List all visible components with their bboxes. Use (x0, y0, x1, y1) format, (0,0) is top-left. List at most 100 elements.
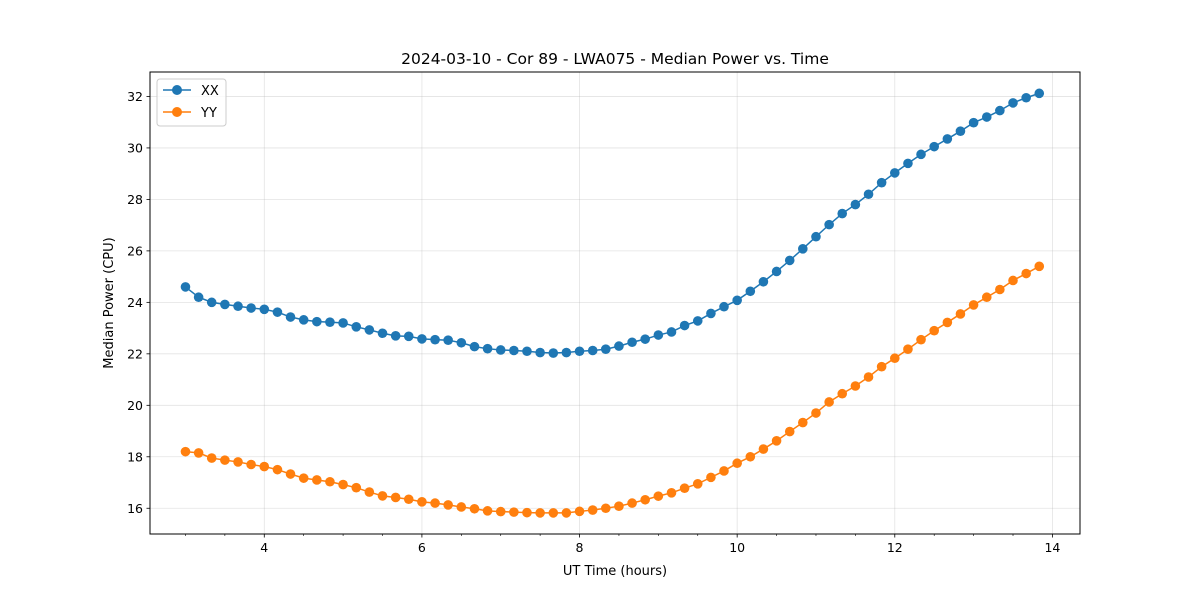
data-point-xx (679, 320, 690, 331)
data-point-xx (220, 299, 230, 310)
data-point-xx (955, 126, 966, 136)
y-axis-label: Median Power (CPU) (102, 237, 117, 368)
data-point-yy (482, 506, 493, 516)
data-point-yy (1008, 275, 1018, 286)
data-point-xx (548, 348, 559, 358)
data-point-xx (666, 327, 677, 337)
data-point-yy (285, 469, 296, 479)
data-point-yy (627, 498, 637, 508)
y-tick-label: 24 (127, 295, 143, 310)
data-point-yy (469, 503, 480, 514)
data-point-xx (627, 337, 637, 348)
y-tick-label: 32 (127, 89, 143, 104)
data-point-xx (456, 337, 467, 348)
data-point-yy (403, 494, 414, 505)
y-tick-label: 18 (127, 449, 143, 464)
data-point-yy (640, 494, 650, 505)
data-point-xx (600, 344, 611, 355)
data-point-yy (666, 488, 677, 498)
axes: 4 6 8 10 12 14 16 18 20 22 24 26 28 30 32 (127, 89, 1060, 555)
data-point-xx (325, 317, 335, 327)
data-point-xx (968, 117, 979, 128)
data-point-yy (443, 500, 453, 510)
data-point-yy (942, 317, 953, 328)
data-point-yy (600, 503, 611, 514)
legend-label-yy: YY (200, 106, 217, 121)
data-point-xx (351, 322, 362, 332)
x-tick-label: 14 (1044, 540, 1060, 555)
data-point-yy (706, 472, 716, 483)
data-point-yy (246, 459, 256, 470)
data-point-yy (679, 483, 690, 493)
legend-marker-xx (172, 85, 182, 95)
data-point-yy (719, 466, 729, 476)
data-point-xx (863, 189, 874, 200)
data-point-yy (758, 444, 769, 454)
data-point-xx (981, 112, 992, 122)
data-point-xx (745, 286, 756, 297)
y-tick-label: 20 (127, 398, 143, 413)
data-point-xx (758, 276, 769, 287)
data-point-yy (325, 476, 335, 487)
data-point-yy (811, 408, 821, 418)
data-point-xx (942, 134, 953, 144)
data-point-yy (574, 506, 585, 517)
data-point-yy (548, 508, 559, 518)
data-point-xx (692, 316, 703, 326)
data-point-xx (259, 304, 270, 315)
data-point-yy (351, 482, 362, 493)
x-tick-label: 6 (418, 540, 426, 555)
data-point-xx (246, 303, 256, 313)
data-point-yy (206, 453, 217, 463)
data-point-xx (587, 345, 598, 356)
data-point-yy (614, 501, 624, 512)
data-point-yy (233, 457, 243, 467)
data-point-yy (916, 334, 926, 345)
data-point-yy (364, 487, 375, 497)
data-point-xx (482, 343, 493, 354)
data-point-yy (193, 448, 204, 458)
data-point-xx (929, 141, 939, 152)
data-point-yy (981, 292, 992, 303)
data-point-xx (298, 315, 309, 325)
data-point-xx (1021, 92, 1031, 103)
data-point-xx (206, 297, 217, 308)
data-point-xx (272, 307, 283, 317)
data-point-yy (587, 505, 598, 515)
data-point-xx (640, 334, 650, 344)
data-point-yy (798, 417, 808, 428)
data-point-xx (535, 347, 545, 358)
data-point-yy (456, 502, 467, 512)
data-point-yy (824, 397, 834, 407)
data-point-yy (561, 508, 572, 518)
data-point-yy (692, 479, 703, 489)
x-axis-label: UT Time (hours) (563, 564, 667, 579)
legend: XX YY (156, 78, 227, 127)
y-tick-label: 16 (127, 501, 143, 516)
x-tick-label: 8 (576, 540, 584, 555)
x-tick-label: 4 (260, 540, 268, 555)
data-point-xx (180, 282, 191, 292)
y-tick-label: 28 (127, 192, 143, 207)
x-tick-label: 10 (729, 540, 745, 555)
data-point-xx (824, 219, 834, 230)
data-point-xx (706, 308, 716, 319)
data-point-xx (233, 301, 243, 312)
legend-marker-yy (172, 107, 182, 117)
data-point-yy (903, 344, 913, 355)
plot-area (150, 72, 1080, 534)
data-point-xx (1034, 88, 1045, 99)
data-point-xx (811, 231, 821, 242)
data-point-yy (745, 451, 756, 462)
y-tick-label: 30 (127, 140, 143, 155)
data-point-yy (417, 497, 427, 507)
data-point-xx (995, 105, 1005, 116)
data-point-yy (522, 507, 532, 518)
plot-frame (149, 71, 1081, 535)
data-point-yy (784, 426, 795, 437)
data-point-yy (338, 479, 348, 490)
data-point-yy (771, 436, 782, 446)
data-point-yy (390, 492, 401, 503)
data-point-xx (312, 316, 322, 327)
data-point-yy (272, 464, 283, 475)
